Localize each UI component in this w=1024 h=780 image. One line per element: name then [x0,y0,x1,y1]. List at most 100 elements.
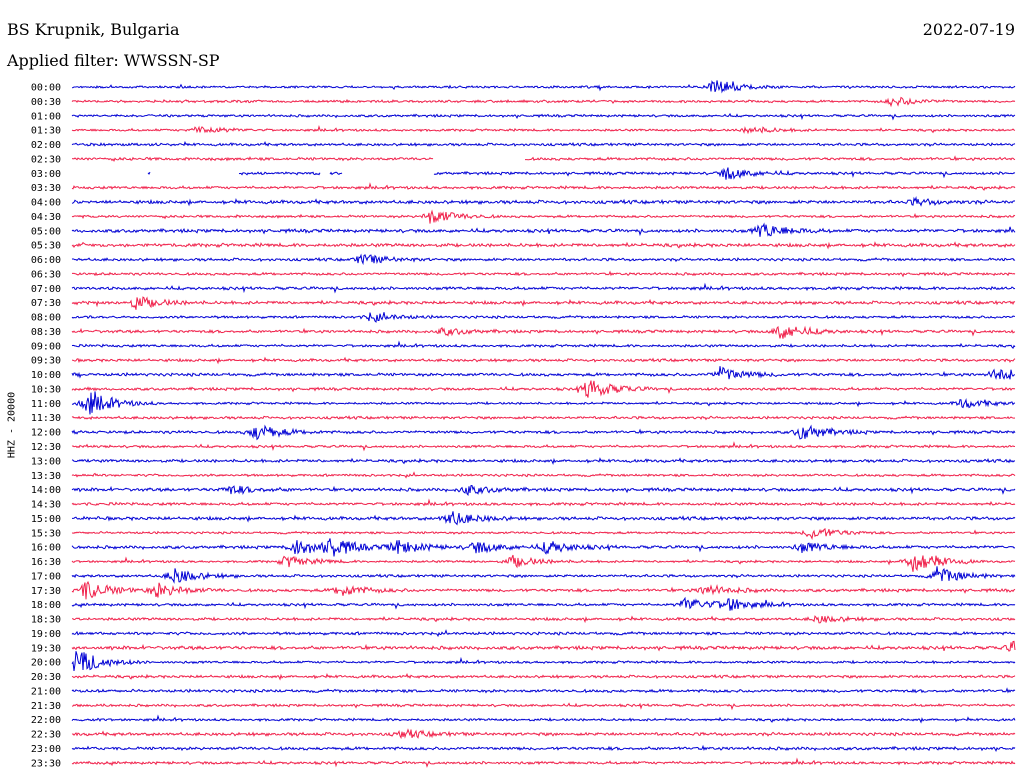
row-label-1130: 11:30 [31,413,61,424]
row-label-0530: 05:30 [31,241,61,252]
trace-1400 [71,484,1016,497]
trace-1800 [71,596,1016,611]
row-label-0600: 06:00 [31,255,61,266]
trace-2330 [71,757,1016,768]
row-label-2030: 20:30 [31,672,61,683]
row-label-0330: 03:30 [31,183,61,194]
trace-1630 [71,554,1016,572]
trace-1600 [71,538,1016,557]
row-label-2300: 23:00 [31,744,61,755]
trace-0530 [71,241,1016,250]
trace-0930 [71,356,1016,365]
trace-0830 [71,325,1015,339]
trace-1030 [71,380,1016,398]
trace-1200 [71,424,1016,441]
row-label-0500: 05:00 [31,226,61,237]
trace-1700 [71,566,1016,584]
date-label: 2022-07-19 [922,20,1015,39]
trace-1000 [71,366,1016,380]
row-label-2000: 20:00 [31,658,61,669]
trace-2000 [71,651,1016,671]
trace-0600 [71,253,1016,266]
row-label-0730: 07:30 [31,298,61,309]
row-label-0930: 09:30 [31,356,61,367]
row-label-1900: 19:00 [31,629,61,640]
row-label-1030: 10:30 [31,384,61,395]
row-label-0230: 02:30 [31,154,61,165]
row-label-1800: 18:00 [31,600,61,611]
row-label-1330: 13:30 [31,471,61,482]
row-label-0430: 04:30 [31,212,61,223]
row-label-2100: 21:00 [31,686,61,697]
row-label-1600: 16:00 [31,543,61,554]
trace-1330 [71,471,1016,479]
row-label-2130: 21:30 [31,701,61,712]
trace-1130 [71,415,1016,421]
trace-0630 [71,270,1016,278]
row-label-0700: 07:00 [31,284,61,295]
trace-0730 [71,296,1016,310]
row-label-2230: 22:30 [31,730,61,741]
trace-1100 [71,391,1016,415]
trace-1300 [71,457,1016,466]
row-label-1530: 15:30 [31,528,61,539]
trace-0130 [71,124,1016,135]
trace-0000 [71,80,1016,94]
trace-2300 [71,744,1016,753]
row-label-1230: 12:30 [31,442,61,453]
row-label-0800: 08:00 [31,313,61,324]
row-label-1000: 10:00 [31,370,61,381]
row-label-1400: 14:00 [31,485,61,496]
trace-0500 [71,222,1016,237]
row-label-0000: 00:00 [31,83,61,94]
trace-0900 [71,340,1016,349]
trace-2030 [71,672,1016,681]
row-label-1830: 18:30 [31,615,61,626]
row-label-2200: 22:00 [31,715,61,726]
trace-0300 [147,167,1016,180]
row-label-1700: 17:00 [31,571,61,582]
trace-1830 [72,615,1016,624]
row-label-0400: 04:00 [31,198,61,209]
row-label-0200: 02:00 [31,140,61,151]
row-label-0900: 09:00 [31,341,61,352]
row-label-1300: 13:00 [31,456,61,467]
trace-2230 [71,728,1016,740]
trace-0800 [71,312,1016,323]
row-label-0030: 00:30 [31,97,61,108]
row-label-0100: 01:00 [31,111,61,122]
row-label-1100: 11:00 [31,399,61,410]
station-title: BS Krupnik, Bulgaria [7,20,180,39]
row-label-0130: 01:30 [31,126,61,137]
trace-2200 [71,714,1016,724]
trace-0200 [71,140,1016,148]
trace-1900 [71,629,1016,638]
trace-0230 [71,155,1016,163]
trace-1230 [71,441,1016,452]
trace-1930 [71,640,1016,652]
trace-0700 [71,282,1016,294]
filter-label: Applied filter: WWSSN-SP [7,51,220,70]
row-label-0830: 08:30 [31,327,61,338]
trace-0100 [71,112,1016,121]
trace-0430 [71,209,1016,224]
trace-2130 [71,702,1016,711]
trace-1730 [71,580,1016,600]
row-label-0630: 06:30 [31,269,61,280]
row-label-1500: 15:00 [31,514,61,525]
row-label-2330: 23:30 [31,758,61,769]
trace-1500 [72,511,1016,526]
row-label-1200: 12:00 [31,428,61,439]
row-label-1630: 16:30 [31,557,61,568]
trace-0330 [71,182,1016,191]
trace-1430 [71,498,1016,507]
trace-1530 [71,528,1016,541]
trace-0400 [71,195,1016,207]
row-label-0300: 03:00 [31,169,61,180]
trace-0030 [71,96,1016,108]
row-label-1930: 19:30 [31,643,61,654]
row-label-1730: 17:30 [31,586,61,597]
row-label-1430: 14:30 [31,500,61,511]
trace-2100 [71,687,1016,694]
